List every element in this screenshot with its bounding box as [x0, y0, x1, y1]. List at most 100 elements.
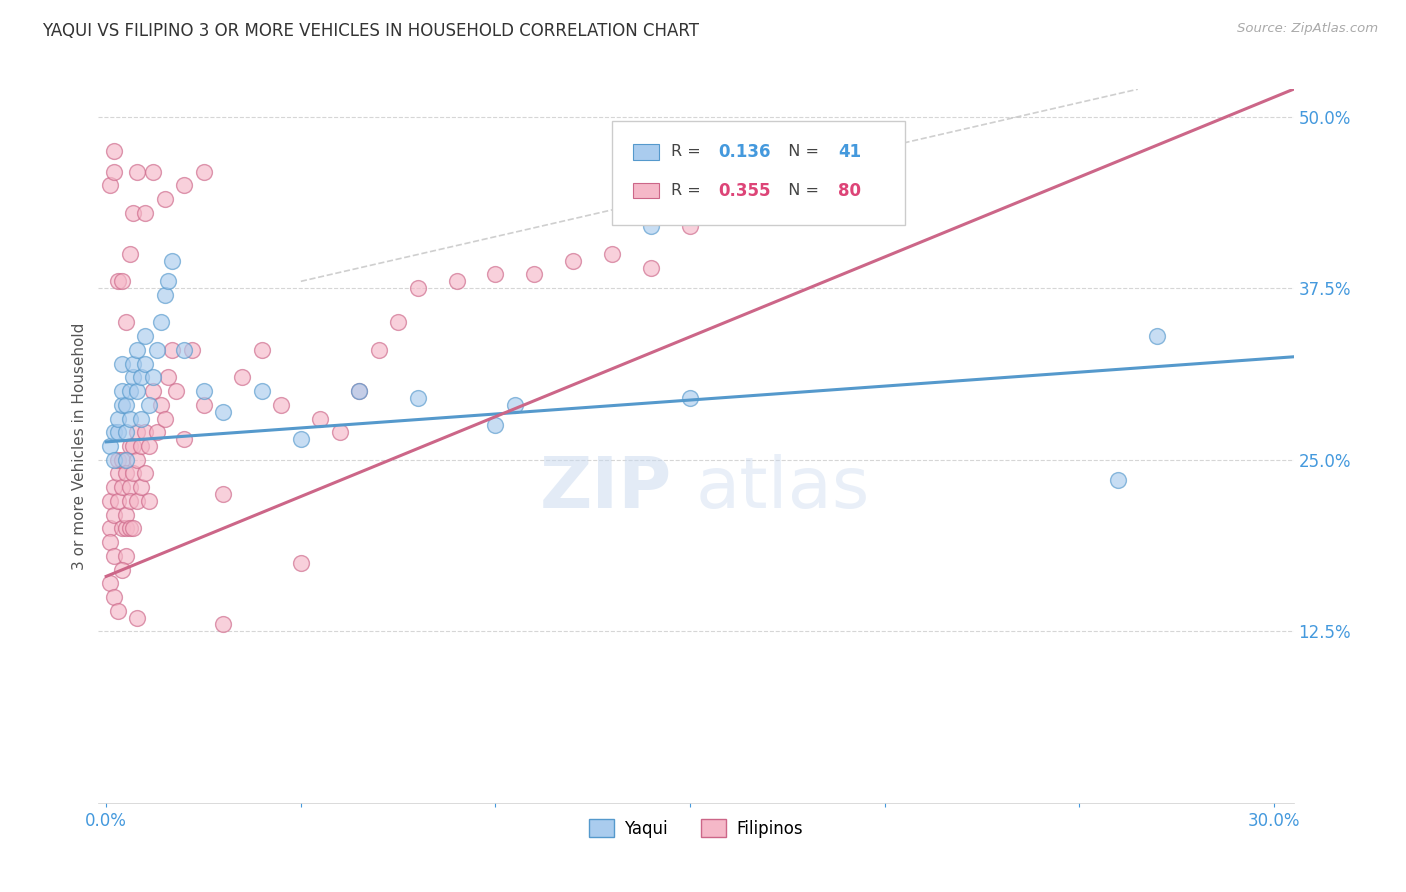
- Point: [134, 357, 156, 371]
- Point: [122, 370, 145, 384]
- Point: [406, 391, 429, 405]
- Point: [114, 508, 136, 522]
- Point: [111, 452, 134, 467]
- Point: [98, 494, 121, 508]
- Point: [212, 487, 235, 501]
- Point: [114, 467, 136, 481]
- Point: [122, 205, 145, 219]
- Text: 0.355: 0.355: [718, 182, 770, 200]
- Point: [1107, 473, 1129, 487]
- Point: [111, 480, 134, 494]
- Point: [122, 439, 145, 453]
- Point: [406, 281, 429, 295]
- Point: [118, 439, 141, 453]
- Point: [138, 398, 160, 412]
- Text: ZIP: ZIP: [540, 454, 672, 524]
- Point: [129, 411, 152, 425]
- Point: [129, 480, 152, 494]
- Point: [142, 164, 165, 178]
- Point: [329, 425, 352, 440]
- Point: [129, 439, 152, 453]
- Point: [231, 370, 253, 384]
- Point: [111, 384, 134, 398]
- Point: [111, 357, 134, 371]
- Point: [107, 452, 129, 467]
- Point: [129, 370, 152, 384]
- Point: [387, 316, 409, 330]
- Point: [98, 521, 121, 535]
- Point: [98, 576, 121, 591]
- Point: [103, 590, 125, 604]
- Legend: Yaqui, Filipinos: Yaqui, Filipinos: [582, 813, 810, 845]
- Point: [127, 610, 149, 624]
- Point: [134, 329, 156, 343]
- Point: [1146, 329, 1168, 343]
- Point: [153, 411, 176, 425]
- Point: [111, 562, 134, 576]
- Point: [114, 549, 136, 563]
- Y-axis label: 3 or more Vehicles in Household: 3 or more Vehicles in Household: [72, 322, 87, 570]
- Point: [103, 425, 125, 440]
- Point: [290, 556, 312, 570]
- Point: [127, 164, 149, 178]
- Point: [212, 617, 235, 632]
- Point: [484, 268, 506, 282]
- Point: [98, 178, 121, 193]
- Text: R =: R =: [671, 183, 706, 198]
- Point: [640, 260, 662, 275]
- Point: [600, 247, 623, 261]
- Point: [349, 384, 371, 398]
- Point: [173, 432, 195, 446]
- Point: [118, 411, 141, 425]
- Point: [118, 494, 141, 508]
- Point: [103, 452, 125, 467]
- FancyBboxPatch shape: [613, 121, 905, 225]
- Point: [446, 274, 468, 288]
- Point: [111, 274, 134, 288]
- Point: [149, 398, 172, 412]
- Text: R =: R =: [671, 145, 706, 160]
- Point: [122, 467, 145, 481]
- Point: [138, 494, 160, 508]
- Point: [122, 521, 145, 535]
- Point: [114, 398, 136, 412]
- Point: [103, 508, 125, 522]
- Point: [679, 219, 702, 234]
- Point: [149, 316, 172, 330]
- Point: [127, 494, 149, 508]
- Point: [107, 425, 129, 440]
- Point: [114, 521, 136, 535]
- Point: [103, 549, 125, 563]
- Point: [138, 439, 160, 453]
- Point: [111, 398, 134, 412]
- Point: [142, 384, 165, 398]
- Point: [173, 178, 195, 193]
- Text: 41: 41: [838, 143, 862, 161]
- Text: atlas: atlas: [696, 454, 870, 524]
- Text: YAQUI VS FILIPINO 3 OR MORE VEHICLES IN HOUSEHOLD CORRELATION CHART: YAQUI VS FILIPINO 3 OR MORE VEHICLES IN …: [42, 22, 699, 40]
- Point: [193, 164, 215, 178]
- Point: [173, 343, 195, 357]
- Point: [679, 391, 702, 405]
- Point: [111, 521, 134, 535]
- Point: [146, 343, 169, 357]
- Point: [134, 205, 156, 219]
- Point: [309, 411, 332, 425]
- Point: [118, 521, 141, 535]
- Point: [503, 398, 526, 412]
- Text: N =: N =: [779, 145, 824, 160]
- Point: [153, 192, 176, 206]
- Point: [103, 164, 125, 178]
- Point: [270, 398, 292, 412]
- Point: [118, 384, 141, 398]
- Bar: [633, 145, 659, 160]
- Point: [157, 274, 180, 288]
- Point: [134, 425, 156, 440]
- Point: [153, 288, 176, 302]
- Point: [640, 219, 662, 234]
- Point: [290, 432, 312, 446]
- Point: [118, 480, 141, 494]
- Point: [165, 384, 187, 398]
- Point: [98, 439, 121, 453]
- Point: [127, 452, 149, 467]
